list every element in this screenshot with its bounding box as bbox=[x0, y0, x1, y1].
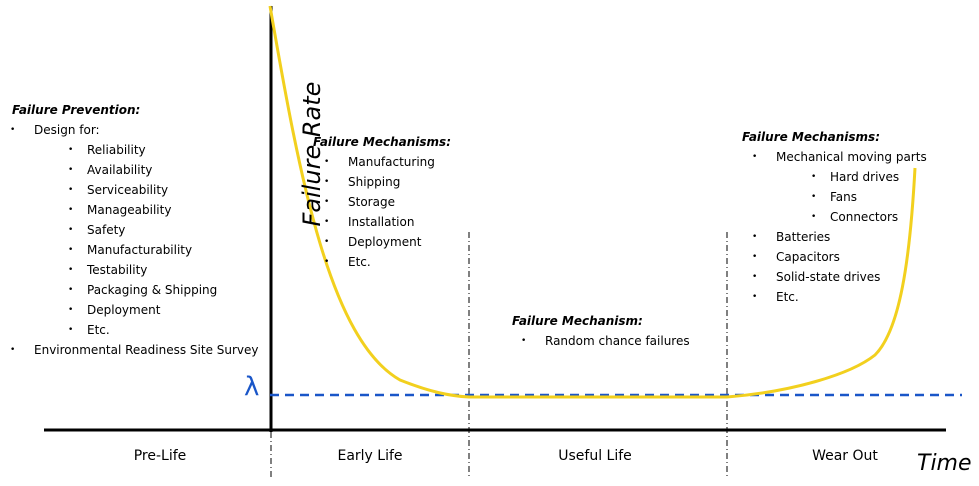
useful-life-heading: Failure Mechanism: bbox=[512, 314, 643, 328]
failure-rate-curve bbox=[268, 5, 917, 399]
phase-early-life: Early Life bbox=[337, 448, 403, 464]
list-item: Hard drives bbox=[811, 167, 927, 187]
list-item: Shipping bbox=[324, 172, 451, 192]
list-item: Capacitors bbox=[752, 247, 927, 267]
failure-prevention-block: Failure Prevention: Design for: Reliabil… bbox=[10, 100, 259, 360]
early-life-list: Manufacturing Shipping Storage Installat… bbox=[313, 152, 451, 272]
phase-useful-life: Useful Life bbox=[558, 448, 632, 464]
wear-out-heading: Failure Mechanisms: bbox=[742, 130, 880, 144]
list-item: Testability bbox=[68, 260, 259, 280]
list-item: Serviceability bbox=[68, 180, 259, 200]
list-item: Manageability bbox=[68, 200, 259, 220]
wear-out-mechanisms-block: Failure Mechanisms: Mechanical moving pa… bbox=[742, 127, 927, 307]
useful-life-list: Random chance failures bbox=[512, 331, 690, 351]
list-item: Safety bbox=[68, 220, 259, 240]
list-item: Connectors bbox=[811, 207, 927, 227]
phase-wear-out: Wear Out bbox=[812, 448, 878, 464]
failure-prevention-heading: Failure Prevention: bbox=[12, 103, 141, 117]
x-axis-label: Time bbox=[917, 451, 972, 476]
early-life-mechanisms-block: Failure Mechanisms: Manufacturing Shippi… bbox=[313, 132, 451, 272]
list-item: Packaging & Shipping bbox=[68, 280, 259, 300]
useful-life-mechanisms-block: Failure Mechanism: Random chance failure… bbox=[512, 311, 690, 351]
wear-out-list: Mechanical moving parts Hard drives Fans… bbox=[742, 147, 927, 307]
list-item: Manufacturability bbox=[68, 240, 259, 260]
list-item: Availability bbox=[68, 160, 259, 180]
list-item: Etc. bbox=[68, 320, 259, 340]
list-item: Deployment bbox=[68, 300, 259, 320]
list-item: Storage bbox=[324, 192, 451, 212]
list-item: Random chance failures bbox=[521, 331, 690, 351]
list-item: Reliability bbox=[68, 140, 259, 160]
list-item: Etc. bbox=[324, 252, 451, 272]
list-item: Etc. bbox=[752, 287, 927, 307]
list-item: Solid-state drives bbox=[752, 267, 927, 287]
list-item: Environmental Readiness Site Survey bbox=[10, 340, 258, 360]
list-item: Mechanical moving parts bbox=[752, 147, 927, 167]
list-item: Fans bbox=[811, 187, 927, 207]
lambda-label: λ bbox=[244, 372, 260, 402]
list-item: Design for: bbox=[10, 120, 259, 140]
phase-pre-life: Pre-Life bbox=[133, 448, 187, 464]
list-item: Deployment bbox=[324, 232, 451, 252]
list-item: Installation bbox=[324, 212, 451, 232]
early-life-heading: Failure Mechanisms: bbox=[313, 135, 451, 149]
failure-prevention-list: Design for: Reliability Availability Ser… bbox=[10, 120, 259, 360]
list-item: Batteries bbox=[752, 227, 927, 247]
list-item: Manufacturing bbox=[324, 152, 451, 172]
